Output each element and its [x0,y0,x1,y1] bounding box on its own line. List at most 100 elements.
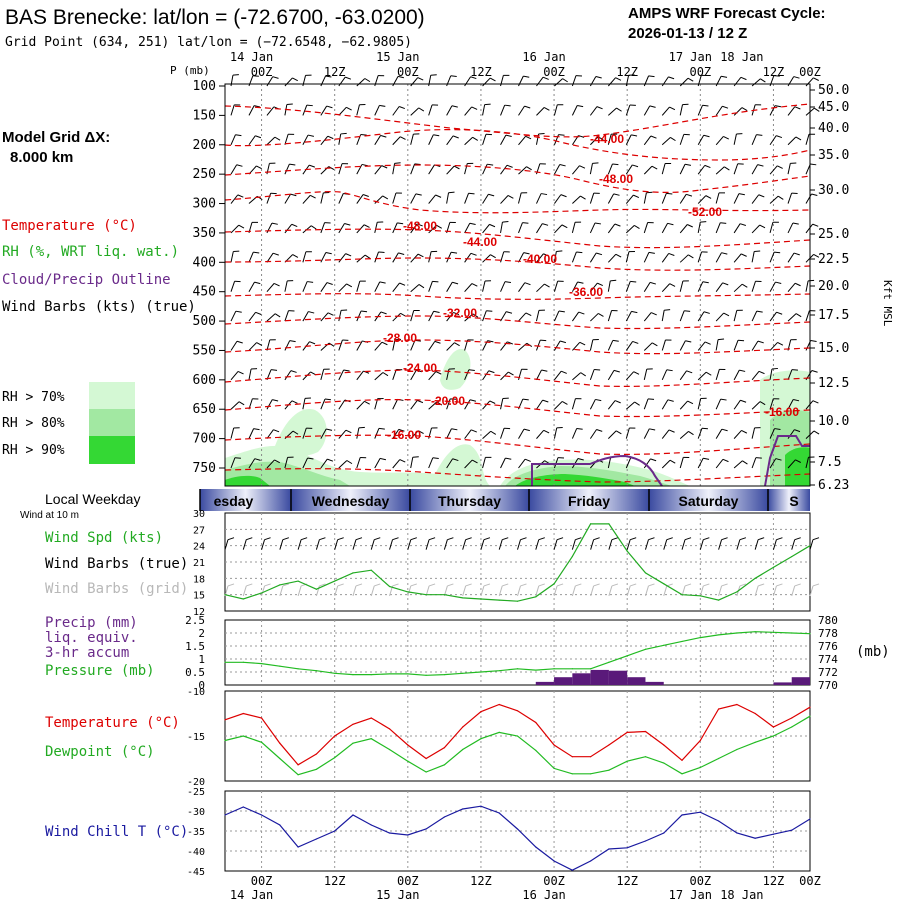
wind-barb-grid-feather [355,583,363,587]
pressure-tick-label: 650 [193,402,216,417]
pressure-tick-label: 450 [193,285,216,300]
wind-barb [266,252,274,263]
wind-barb [392,222,398,234]
wind-barb [643,222,649,234]
isotherm [224,293,811,300]
top-tick-label: 12Z [470,65,492,79]
temperature-line-point [681,759,683,761]
bottom-tick-label: 12Z [763,874,785,888]
wind-barb-feather [705,371,712,376]
wind-barb-feather [720,398,727,401]
dewpoint-line-point [224,739,226,742]
wind-barb-feather [775,281,782,284]
wind-speed-line-point [553,583,555,585]
wind-barb [607,163,613,175]
wind-barb-feather [400,312,406,317]
wind-speed-line-point [242,598,244,600]
wind-barb [554,78,563,87]
bottom-tick-label: 00Z [543,874,565,888]
bottom-tick-label: 00Z [397,874,419,888]
wind-barb [266,459,275,469]
height-tick-label: 25.0 [818,227,849,242]
wind-speed-line-point [791,555,793,558]
rh70-label: RH > 70% [2,390,65,405]
wind-barb-feather [759,401,766,406]
wind-barb [302,104,308,116]
wind-barb-feather [704,164,711,169]
wind-barb [590,136,599,146]
temperature-line-point [462,726,464,728]
wind-barb [715,428,723,439]
wind-barb-feather [740,399,747,403]
wind-barb-true-feather [447,537,454,541]
wind-barb [428,251,432,263]
wind-barb [356,427,360,439]
dewpoint-line-point [480,738,482,740]
wind-barb-grid-feather [319,583,326,587]
wind-barb [769,398,774,410]
wind-barb [697,428,703,439]
temperature-line-point [352,723,354,725]
wind-barb-feather [306,104,313,107]
precip-bar [645,681,664,685]
panel-y-tick-label: 21 [193,558,205,569]
wind-barb-feather [237,194,244,198]
wind-barb [697,105,703,116]
bottom-tick-label: 12Z [616,874,638,888]
height-tick-label: 45.0 [818,100,849,115]
dewpoint-line-point [388,748,391,751]
panel-y-tick-label: 15 [193,591,205,602]
wind-barb-true [663,539,668,550]
wind-barb [733,283,743,293]
wind-chill-line-point [681,814,683,816]
wind-barb-feather [810,339,817,342]
wind-barb [428,134,434,145]
wind-barb-feather [813,253,820,258]
wind-barb-grid-feather [264,583,271,587]
wind-barb [661,76,669,87]
wind-barb-feather [292,430,299,435]
cloud-outline [531,435,810,487]
wind-barb [428,457,434,469]
wind-speed-line-point [352,572,354,574]
wind-barb [679,310,685,322]
wind-barb [679,370,687,381]
wind-barb-feather [775,458,782,461]
wind-barb-feather [685,340,692,343]
wind-barb [643,428,650,439]
wind-barb-feather [543,107,550,111]
pressure-line-point [370,674,372,676]
wind-barb-feather [721,252,728,255]
wind-barb-true-feather [264,537,271,541]
dewpoint-line-point [717,757,720,760]
wind-barb [392,369,397,381]
pressure-line-point [260,662,263,665]
dewpoint-line-point [516,735,519,737]
height-tick-label: 50.0 [818,83,849,98]
wind-barb [446,458,454,469]
bottom-tick-label: 00Z [689,874,711,888]
wind-barb-feather [811,193,818,196]
wind-barb-feather [632,340,639,344]
wind-barb [302,134,309,146]
wind-barb-feather [633,371,640,375]
wind-barb-feather [612,339,619,342]
panel-y-tick-label: 27 [193,525,205,536]
wind-barb-feather [774,251,781,254]
wind-barb [733,107,743,116]
temperature-line-point [480,711,482,713]
wind-barb-feather [272,76,279,79]
wind-barb-feather [309,341,316,345]
wind-barb [679,194,687,204]
precip-bar [535,681,555,685]
bottom-date-label: 15 Jan [376,888,419,900]
rh-area [275,409,327,457]
wind-barb [625,457,632,469]
panel-y-tick-label: -20 [187,777,205,788]
wind-barb [338,133,342,145]
wind-barb-feather [504,104,511,107]
wind-barb [356,370,364,381]
wind-barb [338,106,347,116]
panel-y-tick-label: -15 [187,732,205,743]
